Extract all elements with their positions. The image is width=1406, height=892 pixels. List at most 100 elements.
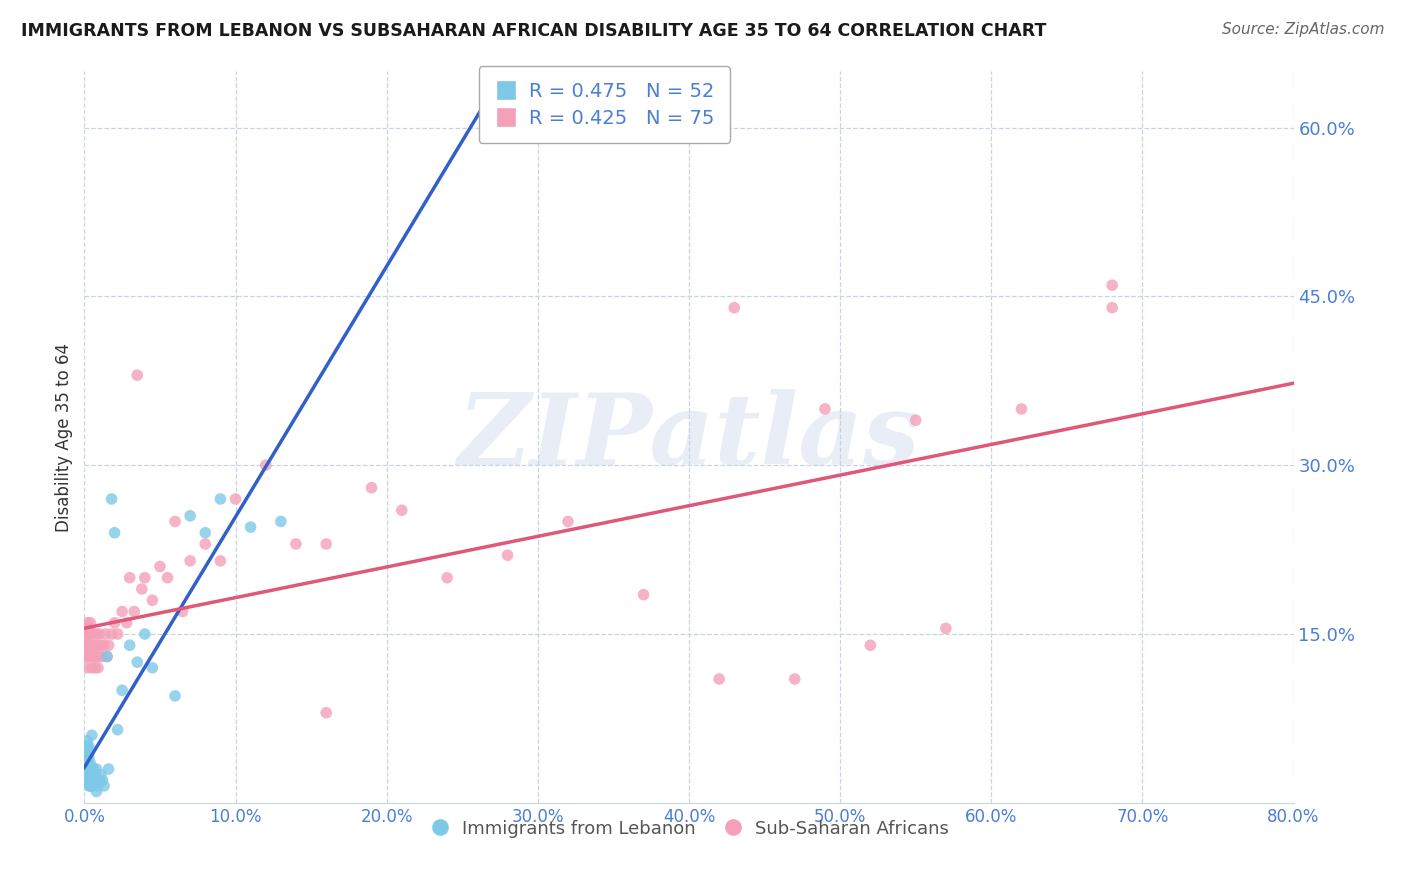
Point <box>904 413 927 427</box>
Point <box>86 784 108 798</box>
Point <box>93 638 115 652</box>
Point <box>100 491 122 506</box>
Point <box>254 458 277 473</box>
Point <box>75 773 97 788</box>
Point <box>79 638 101 652</box>
Point <box>76 734 98 748</box>
Point <box>436 571 458 585</box>
Point <box>239 520 262 534</box>
Point <box>315 706 337 720</box>
Point <box>285 537 308 551</box>
Point <box>82 762 104 776</box>
Point <box>84 638 107 652</box>
Point <box>165 515 187 529</box>
Point <box>76 745 98 759</box>
Point <box>723 301 745 315</box>
Point <box>118 571 141 585</box>
Point <box>209 491 232 506</box>
Point <box>80 661 103 675</box>
Point <box>76 756 98 771</box>
Point <box>76 739 98 754</box>
Point <box>75 638 97 652</box>
Point <box>86 627 108 641</box>
Point <box>77 767 100 781</box>
Point <box>134 571 156 585</box>
Point <box>89 773 111 788</box>
Point <box>91 773 114 788</box>
Point <box>77 627 100 641</box>
Point <box>104 525 127 540</box>
Point <box>76 762 98 776</box>
Point <box>315 537 337 551</box>
Point <box>82 638 104 652</box>
Point <box>82 649 104 664</box>
Point <box>90 767 112 781</box>
Point <box>94 627 117 641</box>
Point <box>86 649 108 664</box>
Point <box>118 638 141 652</box>
Point <box>107 627 129 641</box>
Text: IMMIGRANTS FROM LEBANON VS SUBSAHARAN AFRICAN DISABILITY AGE 35 TO 64 CORRELATIO: IMMIGRANTS FROM LEBANON VS SUBSAHARAN AF… <box>21 22 1046 40</box>
Point <box>134 627 156 641</box>
Point <box>75 649 97 664</box>
Point <box>76 615 98 630</box>
Point <box>859 638 882 652</box>
Point <box>87 661 110 675</box>
Point <box>79 615 101 630</box>
Point <box>1011 401 1033 416</box>
Point <box>709 672 731 686</box>
Point <box>77 751 100 765</box>
Point <box>79 779 101 793</box>
Point <box>84 661 107 675</box>
Point <box>122 605 145 619</box>
Point <box>80 728 103 742</box>
Point <box>96 649 118 664</box>
Point <box>76 649 98 664</box>
Point <box>77 638 100 652</box>
Point <box>179 554 201 568</box>
Point <box>79 756 101 771</box>
Point <box>141 661 163 675</box>
Point <box>814 401 837 416</box>
Point <box>80 767 103 781</box>
Point <box>131 582 153 596</box>
Point <box>79 627 101 641</box>
Point <box>76 627 98 641</box>
Point <box>77 779 100 793</box>
Point <box>79 767 101 781</box>
Point <box>76 638 98 652</box>
Point <box>149 559 172 574</box>
Point <box>141 593 163 607</box>
Point <box>75 751 97 765</box>
Point <box>91 649 114 664</box>
Y-axis label: Disability Age 35 to 64: Disability Age 35 to 64 <box>55 343 73 532</box>
Point <box>115 615 138 630</box>
Point <box>100 627 122 641</box>
Point <box>80 649 103 664</box>
Point <box>1101 278 1123 293</box>
Point <box>77 773 100 788</box>
Point <box>165 689 187 703</box>
Point <box>194 537 217 551</box>
Point <box>172 605 194 619</box>
Point <box>82 627 104 641</box>
Text: ZIPatlas: ZIPatlas <box>458 389 920 485</box>
Point <box>76 627 98 641</box>
Point <box>75 762 97 776</box>
Point <box>179 508 201 523</box>
Point <box>79 649 101 664</box>
Point <box>111 683 134 698</box>
Point <box>496 548 519 562</box>
Point <box>97 762 120 776</box>
Point <box>557 515 579 529</box>
Point <box>77 739 100 754</box>
Point <box>107 723 129 737</box>
Point <box>633 588 655 602</box>
Point <box>80 779 103 793</box>
Point <box>209 554 232 568</box>
Point <box>79 773 101 788</box>
Point <box>87 638 110 652</box>
Point <box>156 571 179 585</box>
Point <box>104 615 127 630</box>
Point <box>194 525 217 540</box>
